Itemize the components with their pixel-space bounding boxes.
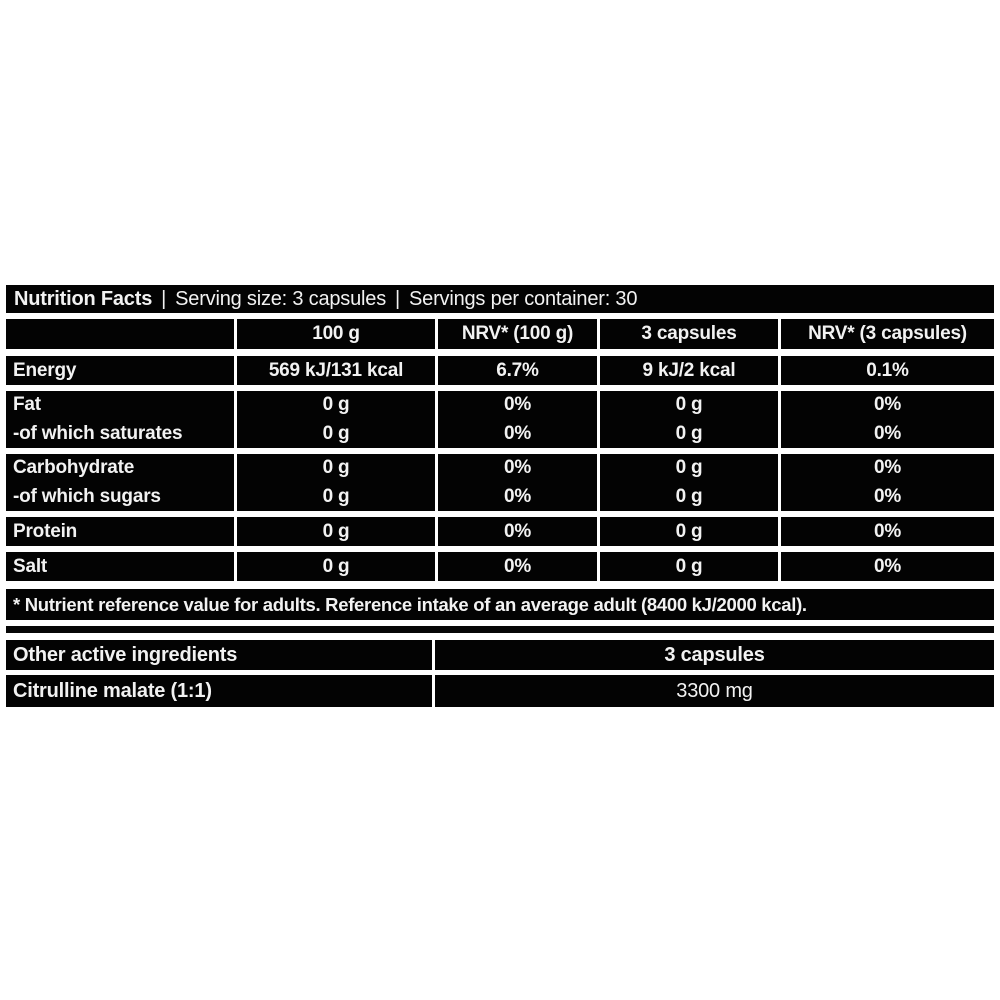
nutrient-name: Salt [6,552,234,581]
nutrient-value: 0 g [600,482,778,511]
nutrient-value: 0 g [237,391,435,419]
ingredient-amount: 3300 mg [435,675,994,707]
section-divider [6,626,994,633]
nutrient-value: 569 kJ/131 kcal [237,356,435,385]
column-header-3-capsules: 3 capsules [600,319,778,349]
nutrient-value: 9 kJ/2 kcal [600,356,778,385]
table-row-citrulline-malate: Citrulline malate (1:1) 3300 mg [6,675,994,707]
nutrient-name: -of which saturates [6,419,234,448]
nutrient-value: 0 g [600,419,778,448]
nutrient-value: 0% [438,419,597,448]
nutrient-value: 0 g [237,552,435,581]
other-ingredients-header-row: Other active ingredients 3 capsules [6,640,994,670]
nutrient-name: Energy [6,356,234,385]
nutrient-value: 0 g [600,517,778,546]
other-ingredients-header: Other active ingredients [6,640,432,670]
nutrient-value: 0 g [237,419,435,448]
table-row-energy: Energy 569 kJ/131 kcal 6.7% 9 kJ/2 kcal … [6,356,994,385]
other-ingredients-amount-header: 3 capsules [435,640,994,670]
nutrient-name: Carbohydrate [6,454,234,482]
table-row-carbohydrate-group: Carbohydrate 0 g 0% 0 g 0% -of which sug… [6,454,994,511]
header-separator: | [161,287,167,310]
table-row-protein: Protein 0 g 0% 0 g 0% [6,517,994,546]
nutrient-value: 0% [781,419,994,448]
column-header-nrv-100g: NRV* (100 g) [438,319,597,349]
column-header-row: 100 g NRV* (100 g) 3 capsules NRV* (3 ca… [6,319,994,349]
servings-per-container-text: Servings per container: 30 [409,287,638,310]
table-row-salt: Salt 0 g 0% 0 g 0% [6,552,994,581]
label-header-bar: Nutrition Facts | Serving size: 3 capsul… [6,285,994,313]
nutrient-value: 0% [781,454,994,482]
nutrient-value: 0% [438,517,597,546]
nrv-footnote: * Nutrient reference value for adults. R… [6,589,994,620]
serving-size-text: Serving size: 3 capsules [175,287,386,310]
nutrient-value: 0 g [237,454,435,482]
label-title: Nutrition Facts [14,287,153,310]
column-header-100g: 100 g [237,319,435,349]
nutrient-value: 0 g [600,454,778,482]
nutrient-value: 0% [438,552,597,581]
nutrient-value: 0% [438,391,597,419]
nutrient-value: 0 g [600,391,778,419]
nutrient-value: 0% [781,391,994,419]
nutrient-value: 0 g [237,517,435,546]
nutrient-value: 0% [438,482,597,511]
table-row-fat-group: Fat 0 g 0% 0 g 0% -of which saturates 0 … [6,391,994,448]
nutrient-value: 0 g [600,552,778,581]
nutrient-value: 0% [781,552,994,581]
nutrient-value: 0% [781,482,994,511]
nutrient-name: Fat [6,391,234,419]
nutrition-facts-label: Nutrition Facts | Serving size: 3 capsul… [6,285,994,707]
nutrient-value: 6.7% [438,356,597,385]
nutrient-name: -of which sugars [6,482,234,511]
column-header-blank [6,319,234,349]
nutrient-value: 0.1% [781,356,994,385]
ingredient-name: Citrulline malate (1:1) [6,675,432,707]
nutrient-value: 0% [438,454,597,482]
column-header-nrv-3-capsules: NRV* (3 capsules) [781,319,994,349]
nutrient-value: 0 g [237,482,435,511]
nutrient-value: 0% [781,517,994,546]
nutrient-name: Protein [6,517,234,546]
header-separator: | [395,287,400,310]
